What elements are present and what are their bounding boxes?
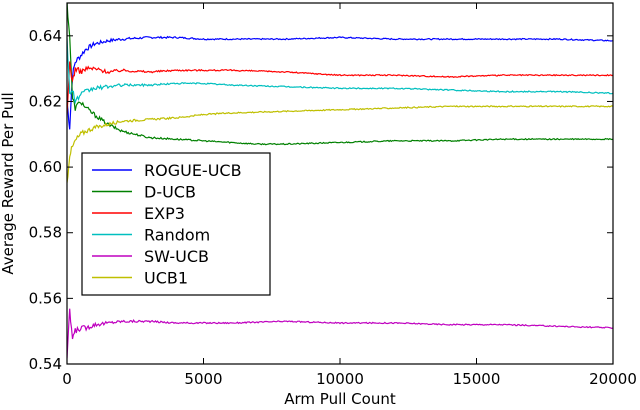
legend-label: D-UCB [144,183,196,202]
legend-box [81,152,271,296]
series-line-random [67,38,613,105]
x-tick-label: 5000 [184,370,222,388]
y-axis-title: Average Reward Per Pull [0,92,17,274]
y-axis: 0.54 0.56 0.58 0.60 0.62 0.64 [29,27,613,373]
x-axis: 0 5000 10000 15000 20000 [62,3,637,388]
y-tick-label: 0.62 [29,92,62,110]
legend-label: Random [144,226,210,245]
legend-label: ROGUE-UCB [144,161,242,180]
legend-label: EXP3 [144,204,185,223]
y-tick-label: 0.58 [29,224,62,242]
y-tick-label: 0.64 [29,27,62,45]
legend-label: SW-UCB [144,247,209,266]
y-tick-label: 0.54 [29,355,62,373]
series-line-d-ucb [67,3,613,146]
x-tick-label: 15000 [453,370,501,388]
x-tick-label: 0 [62,370,72,388]
y-tick-label: 0.56 [29,289,62,307]
series-line-rogue-ucb [67,35,613,130]
legend: ROGUE-UCB D-UCB EXP3 Random SW-UCB UCB1 [81,152,271,296]
series-line-ucb1 [67,104,613,183]
x-tick-label: 20000 [589,370,637,388]
x-tick-label: 10000 [316,370,364,388]
series-line-sw-ucb [67,308,613,359]
legend-label: UCB1 [144,269,188,288]
x-axis-title: Arm Pull Count [284,390,396,408]
series-line-exp3 [67,61,613,115]
plot-lines [67,3,613,359]
y-tick-label: 0.60 [29,158,62,176]
